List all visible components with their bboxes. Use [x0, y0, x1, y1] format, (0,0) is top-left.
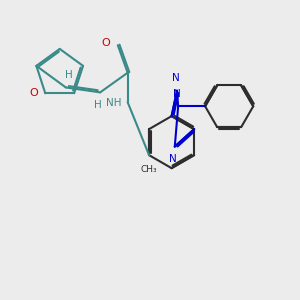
Text: H: H [65, 70, 73, 80]
Text: O: O [102, 38, 110, 48]
Text: O: O [29, 88, 38, 98]
Text: N: N [169, 154, 177, 164]
Text: NH: NH [106, 98, 122, 108]
Text: CH₃: CH₃ [141, 165, 157, 174]
Text: H: H [94, 100, 102, 110]
Text: N: N [172, 73, 180, 83]
Text: N: N [173, 88, 181, 99]
